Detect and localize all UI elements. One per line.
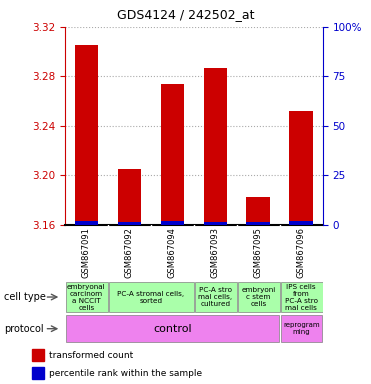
Bar [161, 84, 184, 225]
Bar [195, 282, 237, 312]
Text: transformed count: transformed count [49, 351, 133, 359]
Text: IPS cells
from
PC-A stro
mal cells: IPS cells from PC-A stro mal cells [285, 283, 318, 311]
Text: GSM867096: GSM867096 [297, 227, 306, 278]
Text: GSM867095: GSM867095 [254, 227, 263, 278]
Text: control: control [153, 324, 192, 334]
Bar [118, 169, 141, 225]
Bar [280, 282, 323, 312]
Bar [75, 221, 98, 225]
Bar [289, 221, 313, 225]
Bar [204, 68, 227, 225]
Text: PC-A stromal cells,
sorted: PC-A stromal cells, sorted [117, 291, 184, 303]
Bar [204, 222, 227, 225]
Bar [280, 315, 322, 343]
Text: GSM867091: GSM867091 [82, 227, 91, 278]
Bar [66, 282, 108, 312]
Bar [32, 367, 44, 379]
Bar [161, 221, 184, 225]
Text: cell type: cell type [4, 292, 46, 302]
Text: embryonal
carcinom
a NCCIT
cells: embryonal carcinom a NCCIT cells [67, 283, 106, 311]
Text: GSM867093: GSM867093 [211, 227, 220, 278]
Text: PC-A stro
mal cells,
cultured: PC-A stro mal cells, cultured [198, 287, 232, 307]
Bar [66, 315, 279, 343]
Bar [289, 111, 313, 225]
Text: reprogram
ming: reprogram ming [283, 322, 319, 335]
Bar [75, 45, 98, 225]
Bar [238, 282, 280, 312]
Text: GDS4124 / 242502_at: GDS4124 / 242502_at [117, 8, 254, 22]
Text: GSM867092: GSM867092 [125, 227, 134, 278]
Text: percentile rank within the sample: percentile rank within the sample [49, 369, 202, 378]
Bar [118, 222, 141, 225]
Text: embryoni
c stem
cells: embryoni c stem cells [241, 287, 275, 307]
Bar [246, 197, 270, 225]
Bar [246, 222, 270, 225]
Bar [32, 349, 44, 361]
Text: protocol: protocol [4, 324, 43, 334]
Bar [109, 282, 194, 312]
Text: GSM867094: GSM867094 [168, 227, 177, 278]
